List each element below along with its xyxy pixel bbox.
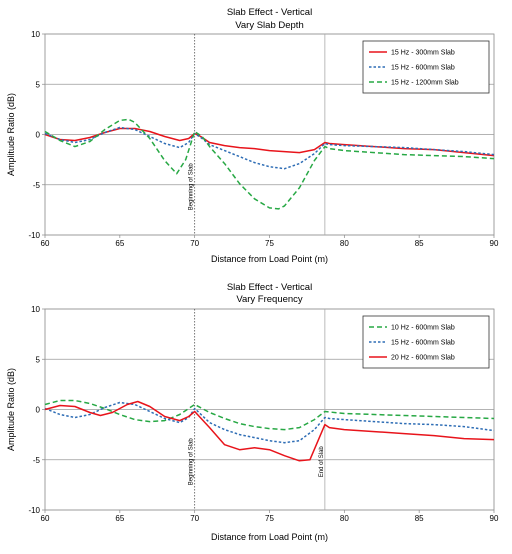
chart2-x-tick-label: 90 [490, 514, 499, 523]
chart2-legend-label: 10 Hz - 600mm Slab [391, 325, 455, 332]
chart2-x-tick-label: 75 [265, 514, 274, 523]
chart1-subtitle: Vary Slab Depth [235, 20, 303, 31]
chart2-series-line-1 [44, 399, 495, 431]
chart2-x-tick-label: 60 [41, 514, 50, 523]
chart2-x-tick-label: 80 [340, 514, 349, 523]
chart1-y-tick-label: 10 [31, 30, 40, 39]
chart1-title: Slab Effect - Vertical [227, 7, 312, 18]
chart1-y-tick-label: -10 [28, 231, 40, 240]
chart1-series-line-2 [44, 126, 495, 170]
chart1-y-axis-label: Amplitude Ratio (dB) [6, 93, 16, 176]
chart2-x-tick-label: 85 [415, 514, 424, 523]
chart1-legend-label: 15 Hz - 300mm Slab [391, 50, 455, 57]
chart1-y-tick-label: 5 [36, 80, 41, 89]
chart2-legend-label: 20 Hz - 600mm Slab [391, 355, 455, 362]
chart2-y-tick-label: -10 [28, 506, 40, 515]
chart2-title: Slab Effect - Vertical [227, 282, 312, 293]
chart1-y-tick-label: 0 [36, 131, 41, 140]
chart2-y-tick-label: -5 [33, 456, 41, 465]
chart1-x-tick-label: 65 [115, 239, 124, 248]
chart1-group: Slab Effect - Vertical Vary Slab Depth -10… [6, 7, 499, 264]
chart2-subtitle: Vary Frequency [236, 294, 303, 305]
chart2-y-axis-label: Amplitude Ratio (dB) [6, 368, 16, 451]
chart1-x-tick-label: 80 [340, 239, 349, 248]
chart2-x-axis-label: Distance from Load Point (m) [211, 532, 328, 542]
chart1-x-axis-label: Distance from Load Point (m) [211, 254, 328, 264]
chart2-x-tick-label: 70 [190, 514, 199, 523]
chart1-x-tick-label: 75 [265, 239, 274, 248]
chart2-annotation-label: End of Slab [319, 446, 325, 478]
chart2-x-tick-label: 65 [115, 514, 124, 523]
chart1-y-tick-label: -5 [33, 181, 41, 190]
chart1-x-tick-label: 85 [415, 239, 424, 248]
chart1-legend-label: 15 Hz - 600mm Slab [391, 65, 455, 72]
chart2-y-tick-label: 5 [36, 355, 41, 364]
chart2-legend-label: 15 Hz - 600mm Slab [391, 340, 455, 347]
chart1-x-tick-label: 70 [190, 239, 199, 248]
chart1-annotation-label: Beginning of Slab [189, 163, 195, 211]
chart1-series-line-3 [44, 118, 495, 210]
chart2-y-tick-label: 10 [31, 305, 40, 314]
chart1-legend-label: 15 Hz - 1200mm Slab [391, 80, 459, 87]
chart2-series-line-2 [44, 401, 495, 444]
chart2-series-line-3 [44, 400, 495, 462]
chart2-y-tick-label: 0 [36, 406, 41, 415]
chart1-x-tick-label: 60 [41, 239, 50, 248]
chart2-annotation-label: Beginning of Slab [189, 438, 195, 486]
chart1-x-tick-label: 90 [490, 239, 499, 248]
